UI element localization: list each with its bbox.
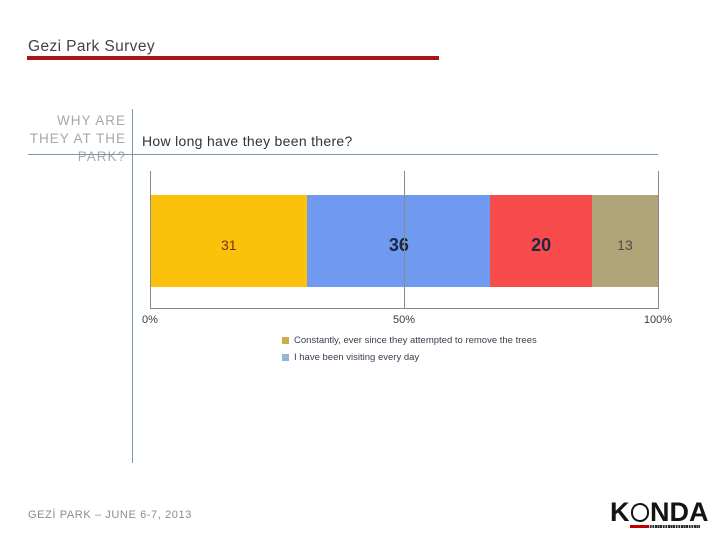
logo-o-ring-icon: [630, 503, 649, 522]
bar-segment-value: 31: [220, 237, 237, 253]
konda-tagline-bar: [630, 524, 700, 528]
footer-caption: GEZİ PARK – JUNE 6-7, 2013: [28, 509, 192, 521]
logo-letters-nda: NDA: [650, 497, 709, 527]
gridline-0: [149, 171, 151, 309]
bar-segment-0: 31: [150, 195, 308, 287]
legend-label: Constantly, ever since they attempted to…: [294, 335, 537, 346]
x-tick-label-100: 100%: [643, 314, 673, 326]
stacked-bar: 31 36 20 13: [150, 195, 658, 287]
section-label: WHY ARE THEY AT THE PARK?: [29, 113, 126, 164]
title-underline: [27, 56, 439, 60]
konda-logo: K NDA: [610, 497, 710, 528]
tagline-dark-segment: [649, 524, 700, 528]
bar-segment-value: 20: [531, 234, 552, 255]
bar-segment-value: 13: [617, 237, 633, 253]
legend-swatch-icon: [282, 337, 289, 344]
gridline-50: [403, 171, 405, 309]
legend-row-0: Constantly, ever since they attempted to…: [282, 335, 537, 346]
chart-title-underline: [28, 154, 658, 155]
vertical-divider-line: [132, 109, 133, 463]
x-tick-label-50: 50%: [392, 314, 416, 326]
chart-legend: Constantly, ever since they attempted to…: [282, 335, 537, 369]
legend-label: I have been visiting every day: [294, 352, 420, 363]
konda-logo-text: K NDA: [610, 497, 710, 527]
page-title: Gezi Park Survey: [28, 38, 155, 55]
bar-segment-3: 13: [591, 195, 658, 287]
plot-area: 31 36 20 13 0% 50% 100%: [142, 171, 672, 326]
gridline-100: [657, 171, 659, 309]
bar-segment-value: 36: [388, 234, 409, 255]
legend-swatch-icon: [282, 354, 289, 361]
legend-row-1: I have been visiting every day: [282, 352, 537, 363]
tagline-red-segment: [630, 524, 649, 528]
chart-title: How long have they been there?: [142, 133, 353, 149]
x-tick-label-0: 0%: [142, 314, 158, 326]
bar-segment-1: 36: [307, 195, 491, 287]
bar-segment-2: 20: [490, 195, 592, 287]
logo-letter-k: K: [610, 497, 630, 527]
